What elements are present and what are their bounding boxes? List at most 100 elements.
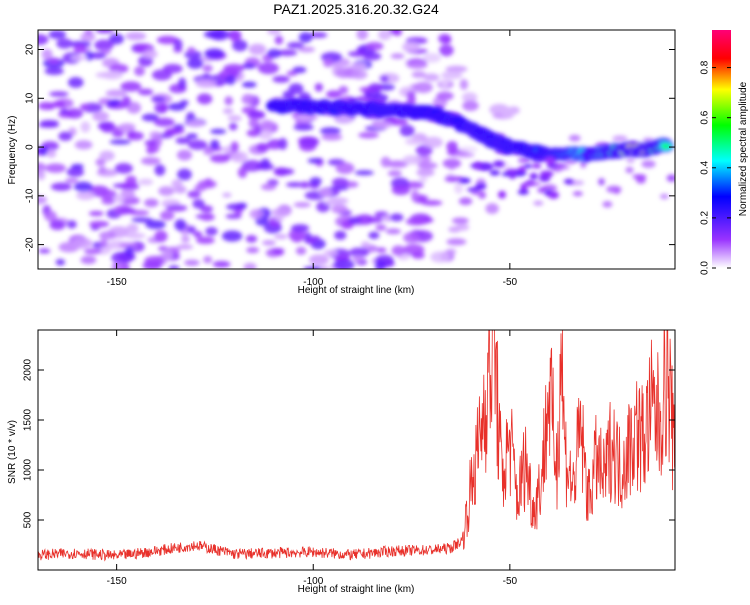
noise-blob xyxy=(131,217,154,223)
noise-blob xyxy=(354,170,374,176)
noise-blob xyxy=(402,41,420,53)
noise-blob xyxy=(389,213,404,222)
noise-blob xyxy=(161,249,173,261)
noise-blob xyxy=(162,63,183,74)
noise-blob xyxy=(378,30,392,41)
noise-blob xyxy=(421,199,443,206)
noise-blob xyxy=(175,137,191,145)
noise-blob xyxy=(46,149,57,158)
noise-blob xyxy=(385,228,401,235)
noise-blob xyxy=(411,251,425,259)
noise-blob xyxy=(485,203,499,214)
noise-blob xyxy=(70,55,88,61)
noise-blob xyxy=(572,191,583,197)
noise-blob xyxy=(141,113,159,122)
noise-blob xyxy=(272,75,290,83)
noise-blob xyxy=(210,128,227,135)
noise-blob xyxy=(109,33,125,45)
noise-blob xyxy=(178,77,187,90)
colorbar-tick-label: 0.0 xyxy=(700,261,711,275)
snr-y-ticks: 500 1000 1500 2000 xyxy=(23,358,675,528)
noise-blob xyxy=(376,247,387,253)
spectrogram-y-tick-label: -10 xyxy=(25,188,36,203)
noise-blob xyxy=(71,163,84,170)
noise-blob xyxy=(298,32,313,43)
noise-blob xyxy=(537,187,548,194)
noise-blob xyxy=(580,160,587,169)
noise-blob xyxy=(80,255,97,265)
noise-blob xyxy=(282,90,295,100)
noise-blob xyxy=(318,188,333,197)
noise-blob xyxy=(365,41,384,51)
noise-blob xyxy=(97,121,114,131)
ridge-core xyxy=(661,144,670,149)
noise-blob xyxy=(405,181,424,189)
noise-blob xyxy=(273,233,288,240)
noise-blob xyxy=(73,44,88,54)
snr-x-ticks: -150 -100 -50 xyxy=(107,330,518,587)
noise-blob xyxy=(274,168,295,176)
noise-blob xyxy=(49,220,66,231)
noise-blob xyxy=(153,117,175,127)
noise-blob xyxy=(200,205,213,213)
ridge-tail xyxy=(493,160,505,168)
noise-blob xyxy=(320,266,330,269)
noise-blob xyxy=(142,49,158,59)
noise-blob xyxy=(44,67,64,75)
noise-blob xyxy=(349,247,370,258)
noise-blob xyxy=(308,254,329,266)
noise-blob xyxy=(459,78,469,91)
noise-blob xyxy=(606,185,622,193)
noise-blob xyxy=(241,81,257,88)
noise-blob xyxy=(626,158,635,163)
noise-blob xyxy=(154,164,166,176)
noise-blob xyxy=(248,43,267,55)
noise-blob xyxy=(331,177,349,187)
noise-blob xyxy=(602,200,613,208)
noise-blob xyxy=(101,70,123,80)
noise-blob xyxy=(259,119,275,131)
noise-blob xyxy=(410,189,420,202)
noise-blob xyxy=(380,75,389,83)
noise-blob xyxy=(124,246,134,257)
noise-blob xyxy=(309,177,322,186)
noise-blob xyxy=(270,247,285,254)
noise-blob xyxy=(187,57,204,69)
noise-blob xyxy=(84,30,93,35)
noise-blob xyxy=(411,71,427,79)
noise-blob xyxy=(165,204,188,212)
noise-blob xyxy=(119,242,137,249)
noise-blob xyxy=(65,178,79,184)
noise-blob xyxy=(393,30,403,36)
noise-blob xyxy=(45,163,66,173)
noise-blob xyxy=(256,142,270,153)
ridge-tail xyxy=(508,171,517,180)
noise-blob xyxy=(360,241,371,249)
noise-blob xyxy=(38,248,51,254)
noise-blob xyxy=(445,248,457,255)
spectrogram-x-tick-label: -50 xyxy=(503,277,518,288)
noise-blob xyxy=(51,100,66,108)
noise-blob xyxy=(286,42,305,49)
noise-blob xyxy=(186,133,198,140)
ridge-tail xyxy=(546,157,555,165)
spectrogram-y-ticks: -20 -10 0 10 20 xyxy=(25,44,675,252)
ridge-tail xyxy=(531,163,542,169)
noise-blob xyxy=(462,100,479,111)
noise-blob xyxy=(48,30,67,40)
snr-x-tick-label: -150 xyxy=(107,576,127,587)
noise-blob xyxy=(127,131,144,141)
noise-blob xyxy=(440,71,463,80)
noise-blob xyxy=(402,155,422,165)
snr-x-label: Height of straight line (km) xyxy=(298,584,415,595)
noise-blob xyxy=(368,83,383,92)
noise-blob xyxy=(66,167,85,177)
noise-blob xyxy=(641,160,656,169)
noise-blob xyxy=(204,48,225,59)
noise-blob xyxy=(267,139,283,150)
spectrogram-x-label: Height of straight line (km) xyxy=(298,285,415,296)
snr-series-line xyxy=(38,330,675,562)
noise-blob xyxy=(335,162,355,175)
noise-blob xyxy=(371,121,393,129)
